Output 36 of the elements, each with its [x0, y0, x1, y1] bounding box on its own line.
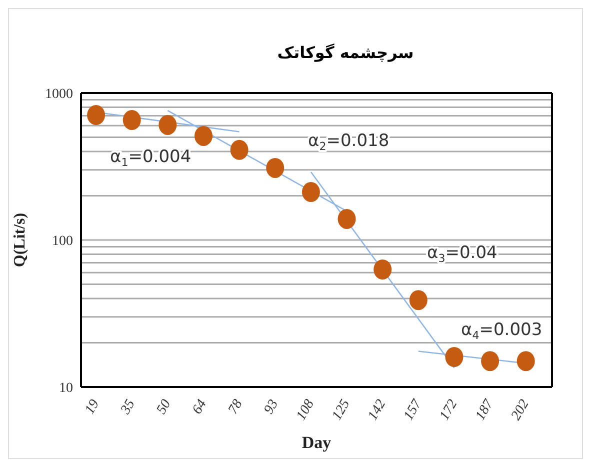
x-tick-label: 142 [366, 397, 390, 423]
y-tick-label: 1000 [45, 86, 73, 102]
point [122, 110, 141, 130]
x-tick-label: 50 [154, 397, 174, 417]
point [158, 114, 177, 135]
x-tick-label: 202 [508, 397, 532, 423]
y-tick-label: 10 [59, 380, 73, 396]
x-tick-label: 157 [401, 396, 426, 423]
point [87, 105, 106, 126]
point [445, 346, 464, 367]
annotation: α$_{2}$=0.018 [308, 131, 390, 153]
point [230, 140, 248, 160]
point [516, 351, 535, 372]
y-axis-title: Q(Lit/s) [12, 212, 29, 268]
x-tick-label: 125 [330, 397, 354, 423]
y-tick-label: 100 [52, 234, 73, 249]
x-tick-label: 108 [294, 397, 318, 423]
annotation: α$_{1}$=0.004 [110, 147, 192, 169]
x-tick-label: 64 [190, 397, 210, 417]
x-tick-label: 19 [82, 397, 103, 417]
annotation: α$_{4}$=0.003 [461, 320, 542, 342]
chart-title: سرچشمه گوکاتک [276, 43, 415, 62]
x-axis-title: Day [302, 433, 332, 452]
point [266, 158, 284, 178]
x-tick-label: 172 [437, 397, 461, 423]
point [409, 290, 428, 310]
point [374, 259, 392, 280]
x-tick-label: 93 [262, 397, 282, 417]
x-tick-label: 78 [226, 397, 246, 417]
point [194, 126, 212, 146]
point [338, 208, 356, 229]
annotation: α$_{3}$=0.04 [427, 243, 498, 265]
point [481, 351, 500, 372]
x-tick-label: 187 [473, 396, 498, 423]
x-tick-label: 35 [118, 397, 138, 418]
point [302, 182, 320, 202]
